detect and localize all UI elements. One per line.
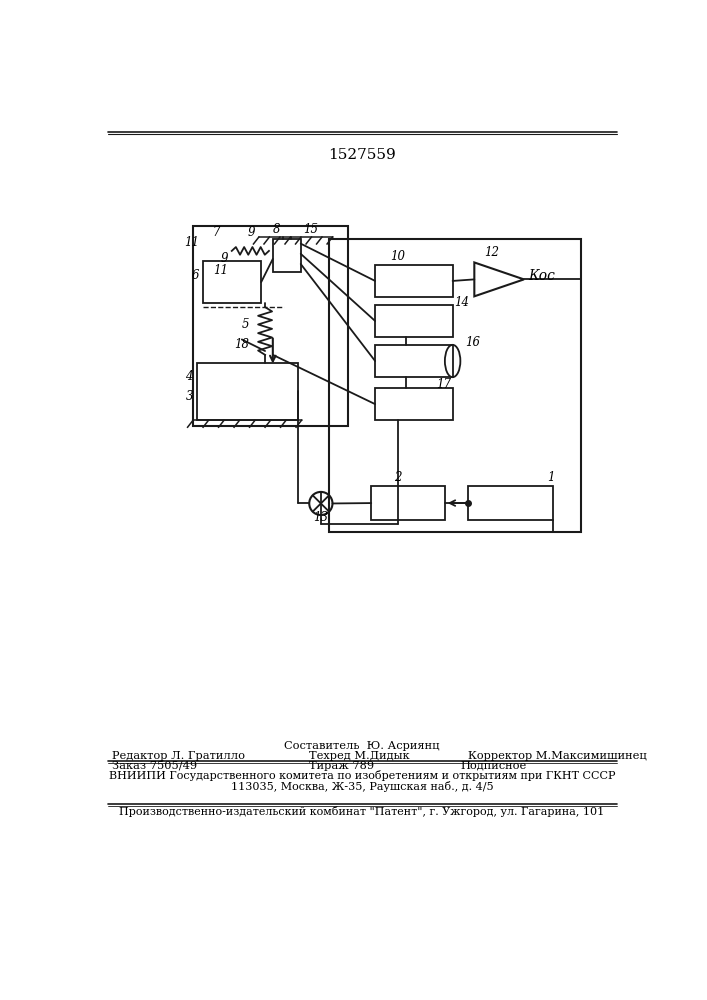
Text: Подписное: Подписное — [460, 761, 527, 771]
Bar — [371, 486, 445, 520]
Text: 14: 14 — [454, 296, 469, 309]
Text: 7: 7 — [213, 226, 220, 239]
Text: Корректор М.Максимишинец: Корректор М.Максимишинец — [468, 751, 647, 761]
Bar — [329, 239, 580, 532]
Bar — [197, 363, 298, 420]
Text: Тираж 789: Тираж 789 — [309, 761, 375, 771]
Text: 10: 10 — [391, 250, 406, 263]
Text: 2: 2 — [395, 471, 402, 484]
Text: ВНИИПИ Государственного комитета по изобретениям и открытиям при ГКНТ СССР: ВНИИПИ Государственного комитета по изоб… — [109, 770, 615, 781]
Text: Заказ 7505/49: Заказ 7505/49 — [112, 761, 197, 771]
Text: 5: 5 — [242, 318, 250, 331]
Text: Техред М.Дидык: Техред М.Дидык — [309, 751, 410, 761]
Text: 9: 9 — [247, 226, 255, 239]
Bar — [273, 239, 300, 272]
Text: 12: 12 — [484, 246, 499, 259]
Text: Редактор Л. Гратилло: Редактор Л. Гратилло — [112, 751, 245, 761]
Bar — [375, 305, 452, 337]
Bar — [203, 261, 261, 303]
Text: 18: 18 — [235, 338, 250, 351]
Text: 11: 11 — [213, 264, 228, 277]
Text: Производственно-издательский комбинат "Патент", г. Ужгород, ул. Гагарина, 101: Производственно-издательский комбинат "П… — [119, 806, 604, 817]
Text: 13: 13 — [313, 511, 328, 524]
Text: 3: 3 — [185, 390, 193, 403]
Text: 6: 6 — [192, 269, 199, 282]
Text: 113035, Москва, Ж-35, Раушская наб., д. 4/5: 113035, Москва, Ж-35, Раушская наб., д. … — [230, 781, 493, 792]
Bar — [468, 486, 554, 520]
Text: 16: 16 — [465, 336, 480, 349]
Bar — [375, 345, 452, 377]
Bar — [375, 265, 452, 297]
Text: Составитель  Ю. Асриянц: Составитель Ю. Асриянц — [284, 741, 440, 751]
Bar — [193, 226, 348, 426]
Text: 17: 17 — [436, 378, 451, 391]
Bar — [375, 388, 452, 420]
Text: 15: 15 — [303, 223, 318, 236]
Text: 8: 8 — [273, 223, 281, 236]
Text: Кос: Кос — [529, 269, 556, 283]
Text: 4: 4 — [185, 370, 193, 383]
Text: 9: 9 — [221, 252, 228, 265]
Text: 1: 1 — [547, 471, 555, 484]
Text: 11: 11 — [185, 236, 199, 249]
Text: 1527559: 1527559 — [328, 148, 396, 162]
